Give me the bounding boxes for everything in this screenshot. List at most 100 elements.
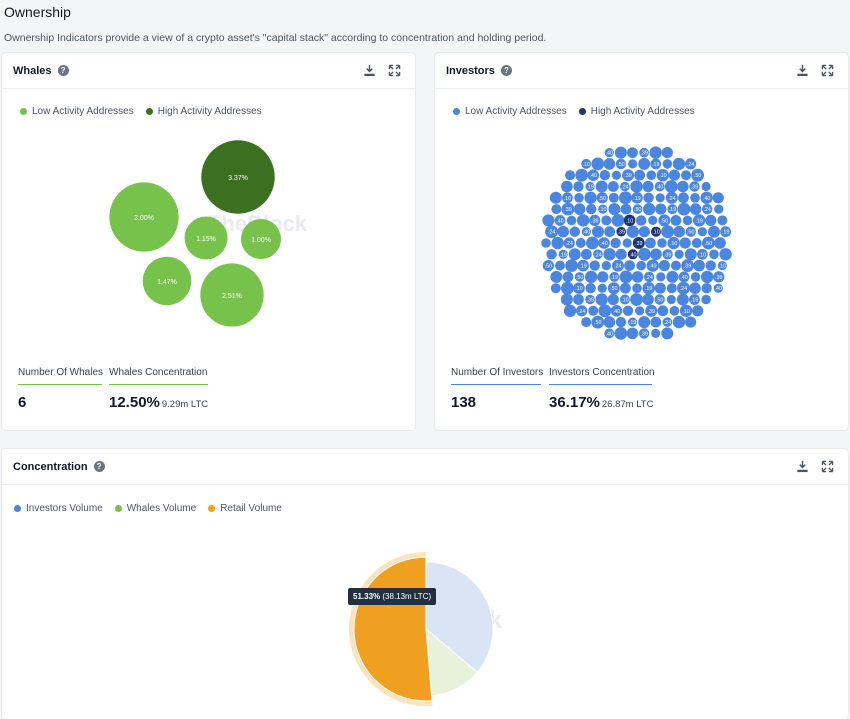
investor-bubble[interactable] [550,270,563,283]
investor-bubble[interactable] [701,181,711,192]
investor-bubble[interactable]: .24 [563,237,575,249]
investor-bubble[interactable]: .10 [696,248,708,260]
investor-bubble[interactable]: .24 [611,259,624,272]
investor-bubble[interactable] [707,225,720,238]
investor-bubble[interactable] [627,147,638,158]
investor-bubble[interactable]: .50 [591,315,605,329]
investor-bubble[interactable]: .40 [581,227,591,237]
investor-bubble[interactable] [651,328,661,338]
investor-bubble[interactable]: .50 [702,236,715,250]
investor-bubble[interactable] [608,192,619,203]
investor-bubble[interactable]: .40 [610,305,623,317]
legend-item-retail-volume[interactable]: Retail Volume [208,503,282,514]
pie-slice-retail-volume[interactable] [353,556,433,702]
investor-bubble[interactable] [642,202,656,216]
investor-bubble[interactable]: .10 [598,204,608,214]
investor-bubble[interactable] [657,238,667,248]
investor-bubble[interactable]: .39 [689,181,700,192]
investor-bubble[interactable]: .50 [632,204,643,214]
investor-bubble[interactable] [631,271,644,283]
investor-bubble[interactable] [603,316,616,328]
investor-bubble[interactable] [673,225,685,238]
investor-bubble[interactable] [666,270,679,283]
investor-bubble[interactable] [595,293,608,306]
investor-bubble[interactable] [584,191,597,204]
investor-bubble[interactable] [642,293,654,306]
investor-bubble[interactable] [566,215,577,226]
investor-bubble[interactable] [645,237,656,249]
investor-bubble[interactable]: .10 [667,236,680,250]
investor-bubble[interactable] [622,305,634,316]
download-icon[interactable] [796,64,809,77]
investor-bubble[interactable] [554,260,565,271]
investor-bubble[interactable] [664,180,678,193]
investor-bubble[interactable]: .40 [627,249,638,260]
investor-bubble[interactable] [597,271,609,283]
investor-bubble[interactable] [650,248,662,261]
investor-bubble[interactable] [573,294,584,305]
investor-bubble[interactable] [691,238,702,248]
investor-bubble[interactable]: .24 [701,203,713,215]
investor-bubble[interactable] [654,282,666,294]
investor-bubble[interactable] [674,249,684,259]
investor-bubble[interactable] [619,191,632,205]
investor-bubble[interactable]: .50 [596,192,608,204]
expand-icon[interactable] [821,64,834,77]
investor-bubble[interactable] [563,304,577,317]
investor-bubble[interactable]: .19 [642,282,655,295]
investor-bubble[interactable] [604,226,615,238]
download-icon[interactable] [363,64,376,77]
investor-bubble[interactable] [542,214,555,227]
investor-bubble[interactable] [690,193,700,203]
investor-bubble[interactable] [677,180,689,193]
investor-bubble[interactable]: .10 [656,169,670,182]
investor-bubble[interactable]: .50 [542,260,554,272]
investor-bubble[interactable] [614,327,628,340]
investor-bubble[interactable]: .10 [562,192,573,204]
investor-bubble[interactable] [626,225,639,238]
investor-bubble[interactable]: .40 [646,259,659,272]
investor-bubble[interactable]: .50 [658,214,671,227]
investor-bubble[interactable] [658,260,670,272]
investor-bubble[interactable] [601,215,612,226]
investor-bubble[interactable] [719,248,732,261]
investor-bubble[interactable]: .10 [650,226,661,237]
investor-bubble[interactable] [557,225,569,238]
investor-bubble[interactable] [562,271,574,283]
investor-bubble[interactable] [666,294,676,305]
download-icon[interactable] [796,460,809,473]
investor-bubble[interactable] [700,270,714,284]
investor-bubble[interactable] [611,170,622,180]
investor-bubble[interactable] [580,248,592,260]
investor-bubble[interactable] [669,306,680,316]
investor-bubble[interactable] [541,238,551,248]
investor-bubble[interactable]: .19 [650,158,662,170]
investor-bubble[interactable] [576,214,590,227]
question-circle-icon[interactable]: ? [500,65,512,76]
investor-bubble[interactable] [677,202,691,216]
legend-item-high-activity[interactable]: High Activity Addresses [578,106,695,117]
investor-bubble[interactable]: .39 [638,328,650,339]
investor-bubble[interactable] [634,169,646,181]
investor-bubble[interactable] [598,304,612,318]
whale-bubble-circle[interactable] [142,256,192,306]
investor-bubble[interactable] [684,248,697,261]
investor-bubble[interactable] [561,180,573,193]
investor-bubble[interactable] [649,146,662,159]
investor-bubble[interactable]: .40 [604,148,614,158]
investor-bubble[interactable]: .19 [585,181,595,192]
investor-bubble[interactable] [550,283,561,294]
whale-bubble-circle[interactable] [200,263,264,327]
investor-bubble[interactable] [661,225,674,239]
investor-bubble[interactable] [681,170,692,181]
investor-bubble[interactable] [551,204,562,215]
whale-bubble[interactable]: 1.47% [142,256,192,306]
investor-bubble[interactable] [670,260,681,271]
investor-bubble[interactable]: .39 [616,226,626,237]
investor-bubble[interactable]: .19 [609,271,620,282]
investor-bubble[interactable]: .10 [581,158,592,169]
investor-bubble[interactable] [701,283,712,294]
investor-bubble[interactable] [601,261,611,271]
investor-bubble[interactable] [630,180,643,193]
investor-bubble[interactable] [668,169,681,181]
